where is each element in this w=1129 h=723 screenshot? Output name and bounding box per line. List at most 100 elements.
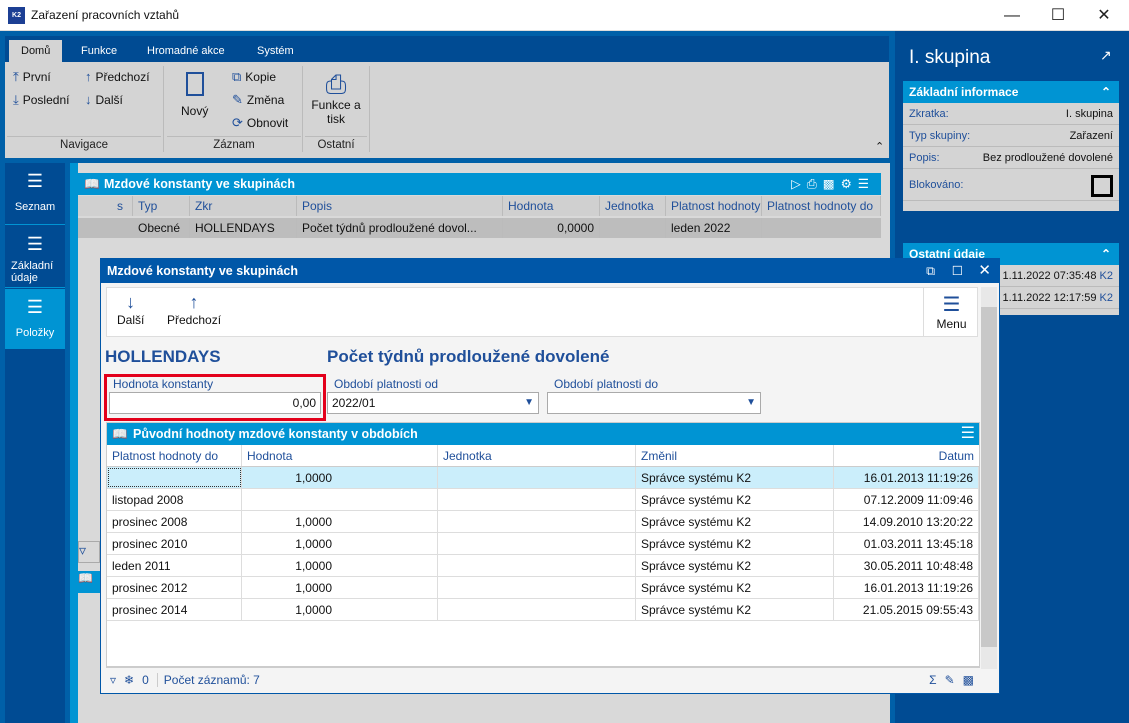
tab-domu[interactable]: Domů <box>9 40 63 62</box>
history-grid: 📖 Původní hodnoty mzdové konstanty v obdo… <box>106 422 980 667</box>
history-cell: Správce systému K2 <box>636 577 834 598</box>
chevron-up-icon[interactable]: ⌃ <box>1100 85 1111 99</box>
field-typ-skupiny: Typ skupiny: Zařazení <box>903 125 1119 147</box>
new-button[interactable]: Nový <box>181 68 208 118</box>
arrow-up-icon: ↑ <box>85 69 92 84</box>
popout-icon[interactable]: ↗ <box>1100 47 1112 63</box>
history-cell <box>438 511 636 532</box>
history-row[interactable]: prosinec 2012 1,0000 Správce systému K2 16.… <box>107 577 979 599</box>
value-input[interactable]: 0,00 <box>109 392 321 414</box>
from-label: Období platnosti od <box>334 377 439 391</box>
history-cell: 07.12.2009 11:09:46 <box>834 489 979 510</box>
history-row[interactable]: prosinec 2008 1,0000 Správce systému K2 14.… <box>107 511 979 533</box>
constant-code: HOLLENDAYS <box>105 347 221 366</box>
copy-button[interactable]: ⧉ Kopie <box>232 69 276 84</box>
history-cell: 1,0000 <box>242 511 438 532</box>
history-cell <box>438 489 636 510</box>
book-icon: 📖 <box>84 177 100 191</box>
first-button[interactable]: ⤒ První <box>13 69 51 84</box>
maximize-icon[interactable]: ☐ <box>1050 7 1066 24</box>
restore-icon[interactable]: ⧉ <box>926 264 935 278</box>
chevron-up-icon[interactable]: ⌃ <box>1100 247 1111 261</box>
previous-button[interactable]: ↑ Předchozí <box>85 69 150 84</box>
collapse-ribbon-icon[interactable]: ⌃ <box>875 141 885 153</box>
scrollbar[interactable] <box>981 287 997 669</box>
dialog-title: Mzdové konstanty ve skupinách ⧉ ☐ ✕ <box>101 259 999 283</box>
edit-button[interactable]: ✎ Změna <box>232 92 285 107</box>
history-cell: 01.03.2011 13:45:18 <box>834 533 979 554</box>
blokovano-checkbox[interactable] <box>1091 175 1113 197</box>
history-row[interactable]: 1,0000 Správce systému K2 16.01.2013 11:19… <box>107 467 979 489</box>
next-button[interactable]: ↓ Další <box>85 92 123 107</box>
menu-icon: ☰ <box>942 294 961 316</box>
from-select[interactable]: 2022/01 ▼ <box>327 392 539 414</box>
status-bar: ▿ ❄ 0 Počet záznamů: 7 Σ ✎ ▩ <box>106 667 980 691</box>
book-icon: 📖 <box>78 571 100 593</box>
section-header[interactable]: Základní informace ⌃ <box>903 81 1119 103</box>
nav-zakladni-udaje[interactable]: ☰ Základní údaje <box>5 226 65 288</box>
arrow-bottom-icon: ⤓ <box>13 92 19 107</box>
printer-icon: ⎙ <box>325 69 347 99</box>
record-title: I. skupina <box>909 47 991 68</box>
previous-record-button[interactable]: ↑ Předchozí <box>167 292 222 327</box>
grid-settings-icon[interactable]: ▩ <box>962 672 974 687</box>
history-cell: Správce systému K2 <box>636 599 834 620</box>
history-cell: 1,0000 <box>242 533 438 554</box>
refresh-button[interactable]: ⟳ Obnovit <box>232 115 289 130</box>
next-record-button[interactable]: ↓ Další <box>117 292 145 327</box>
close-icon[interactable]: ✕ <box>978 262 991 279</box>
tab-funkce[interactable]: Funkce <box>81 45 118 57</box>
freeze-icon[interactable]: ❄ <box>124 672 135 687</box>
sum-icon[interactable]: Σ <box>929 672 937 687</box>
print-button[interactable]: ⎙ Funkce a tisk <box>305 70 367 126</box>
record-count: Počet záznamů: 7 <box>156 672 260 687</box>
history-cell: 16.01.2013 11:19:26 <box>834 467 979 488</box>
info-row: 1.11.2022 12:17:59 K2 <box>903 287 1119 309</box>
history-cell: Správce systému K2 <box>636 555 834 576</box>
history-cell <box>107 467 242 488</box>
dialog-toolbar: ↓ Další ↑ Předchozí ☰ Menu <box>106 287 978 337</box>
history-cell <box>242 489 438 510</box>
nav-polozky[interactable]: ☰ Položky <box>5 289 65 349</box>
book-icon: 📖 <box>112 427 128 441</box>
history-cell: Správce systému K2 <box>636 467 834 488</box>
grid-toolbar[interactable]: ▷⎙▩⚙☰ <box>791 177 875 191</box>
history-cell: 21.05.2015 09:55:43 <box>834 599 979 620</box>
group-navigace: Navigace <box>60 139 108 151</box>
minimize-icon[interactable]: — <box>1004 7 1020 24</box>
last-button[interactable]: ⤓ Poslední <box>13 92 70 107</box>
history-cell: 1,0000 <box>242 555 438 576</box>
document-icon <box>185 72 204 96</box>
history-row[interactable]: prosinec 2010 1,0000 Správce systému K2 01.… <box>107 533 979 555</box>
nav-seznam[interactable]: ☰ Seznam <box>5 163 65 225</box>
history-cell <box>438 599 636 620</box>
filter-icon[interactable]: ▿ <box>78 541 100 563</box>
highlight-box <box>104 374 326 421</box>
ribbon-tabs: Domů Funkce Hromadné akce Systém <box>5 36 889 62</box>
menu-button[interactable]: ☰ Menu <box>923 288 979 336</box>
menu-icon: ☰ <box>26 171 44 191</box>
history-row[interactable]: listopad 2008 Správce systému K2 07.12.200… <box>107 489 979 511</box>
history-cell: Správce systému K2 <box>636 511 834 532</box>
arrow-down-icon: ↓ <box>85 92 92 107</box>
history-row[interactable]: prosinec 2014 1,0000 Správce systému K2 21.… <box>107 599 979 621</box>
grid-row[interactable]: Obecné HOLLENDAYS Počet týdnů prodloužen… <box>78 218 881 238</box>
to-select[interactable]: ▼ <box>547 392 761 414</box>
grid-title: 📖 Mzdové konstanty ve skupinách ▷⎙▩⚙☰ <box>78 173 881 195</box>
history-cell: Správce systému K2 <box>636 489 834 510</box>
history-header: Platnost hodnoty do Hodnota Jednotka Změ… <box>107 445 979 467</box>
filter-icon[interactable]: ▿ <box>110 672 117 687</box>
ribbon: Domů Funkce Hromadné akce Systém ⤒ První … <box>5 36 889 158</box>
detail-dialog: Mzdové konstanty ve skupinách ⧉ ☐ ✕ ↓ Dal… <box>100 258 1000 694</box>
group-zaznam: Záznam <box>213 139 255 151</box>
tab-hromadne-akce[interactable]: Hromadné akce <box>147 45 225 57</box>
history-row[interactable]: leden 2011 1,0000 Správce systému K2 30.05.… <box>107 555 979 577</box>
maximize-icon[interactable]: ☐ <box>951 264 963 278</box>
tab-system[interactable]: Systém <box>257 45 294 57</box>
close-icon[interactable]: ✕ <box>1097 7 1111 24</box>
field-blokovano: Blokováno: <box>903 169 1119 201</box>
history-cell <box>438 467 636 488</box>
history-cell: leden 2011 <box>107 555 242 576</box>
menu-icon[interactable]: ☰ <box>960 425 975 442</box>
pencil-icon[interactable]: ✎ <box>944 672 955 687</box>
